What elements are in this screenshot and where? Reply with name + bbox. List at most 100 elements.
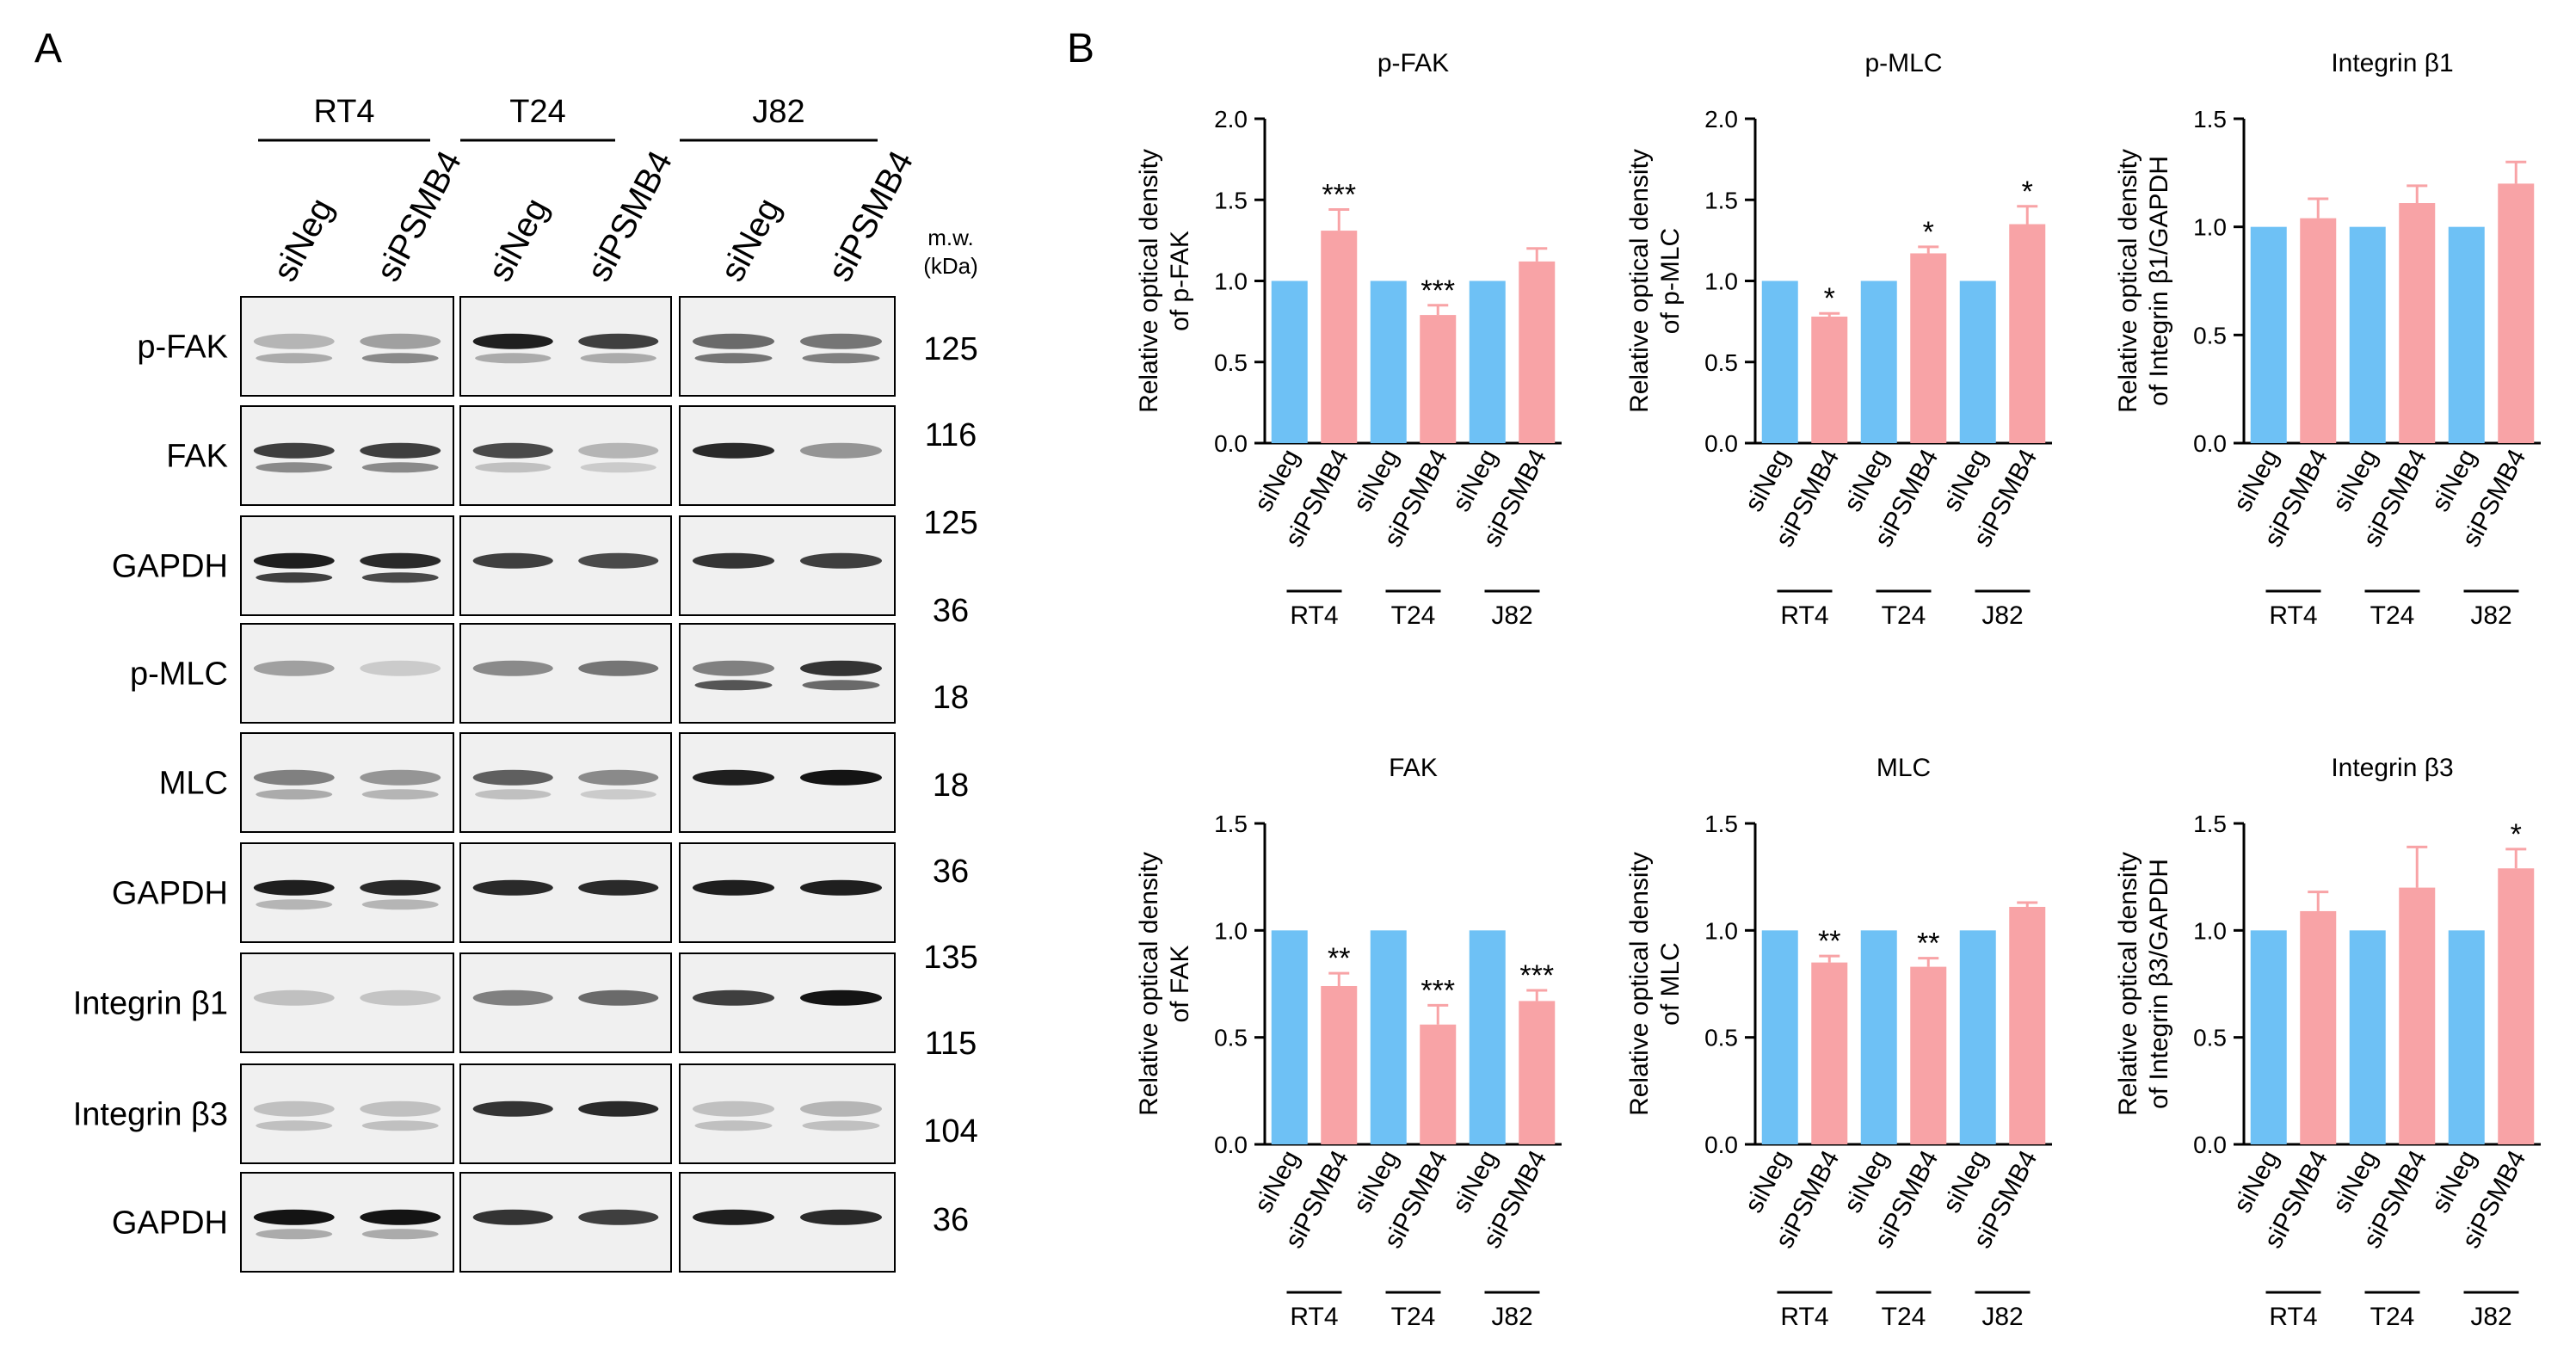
mw-value: 135: [923, 940, 977, 976]
bar: [2498, 868, 2535, 1144]
cell-line-header: J82: [752, 94, 804, 130]
blot-band: [360, 989, 441, 1006]
bar: [1811, 962, 1848, 1144]
bar: [1271, 280, 1308, 443]
group-label: J82: [1981, 1303, 2023, 1331]
lane-label: siNeg: [713, 192, 788, 287]
bar-chart: p-MLC Relative optical density of p-MLC 0.0…: [1625, 49, 2052, 630]
y-tick-label: 1.5: [1704, 811, 1738, 837]
significance-marker: ***: [1420, 274, 1455, 307]
blot-band: [800, 879, 882, 896]
blot-band: [361, 1120, 439, 1131]
blot-row-label: p-MLC: [130, 657, 228, 693]
blot-band: [578, 660, 659, 676]
y-tick-label: 1.5: [2193, 106, 2227, 133]
bar: [1370, 930, 1407, 1144]
group-label: T24: [1391, 601, 1436, 630]
blot-band: [361, 462, 439, 473]
blot-band: [475, 462, 552, 473]
blot-band: [802, 680, 880, 691]
bar: [1959, 280, 1996, 443]
blot-band: [361, 789, 439, 800]
cell-line-header: RT4: [313, 94, 374, 130]
blot-panel: [459, 1063, 672, 1164]
blot-band: [693, 442, 774, 459]
y-tick-label: 0.5: [2193, 322, 2227, 348]
bar: [1469, 930, 1506, 1144]
blot-band: [694, 1120, 773, 1131]
y-tick-label: 0.0: [1214, 1131, 1248, 1158]
y-tick-label: 1.5: [1704, 187, 1738, 213]
group-label: RT4: [2269, 1303, 2317, 1331]
blot-panel: [240, 296, 454, 397]
y-tick-label: 0.0: [1704, 430, 1738, 457]
blot-band: [472, 989, 553, 1006]
bar-chart: Integrin β1 Relative optical density of In…: [2114, 49, 2541, 630]
blot-panel: [459, 842, 672, 943]
blot-band: [472, 660, 553, 676]
chart-title: MLC: [1877, 754, 1931, 782]
blot-band: [360, 769, 441, 786]
mw-value: 18: [933, 680, 969, 716]
bar: [1370, 280, 1407, 443]
significance-marker: ***: [1322, 179, 1356, 212]
group-label: J82: [1491, 1303, 1532, 1331]
blot-band: [472, 1209, 553, 1225]
y-tick-label: 0.5: [1214, 1025, 1248, 1051]
group-label: J82: [1491, 601, 1532, 630]
y-tick-label: 0.5: [1214, 349, 1248, 376]
significance-marker: **: [1328, 942, 1350, 975]
chart-title: Integrin β1: [2331, 49, 2453, 77]
blot-band: [256, 789, 333, 800]
y-tick-label: 1.5: [1214, 811, 1248, 837]
blot-band: [693, 879, 774, 896]
blot-panel: [679, 405, 896, 506]
bar: [2300, 218, 2337, 443]
bar: [2349, 226, 2386, 443]
blot-panel: [459, 952, 672, 1053]
bar-chart: Integrin β3 Relative optical density of In…: [2114, 754, 2541, 1331]
significance-marker: *: [1923, 216, 1934, 249]
blot-band: [472, 333, 553, 349]
mw-value: 36: [933, 854, 969, 890]
blot-band: [253, 1209, 335, 1225]
blot-band: [578, 1209, 659, 1225]
blot-band: [800, 989, 882, 1006]
blot-band: [360, 879, 441, 896]
bar: [2250, 930, 2287, 1144]
mw-header: m.w.: [927, 225, 973, 250]
blot-panel: [240, 515, 454, 616]
lane-label: siPSMB4: [821, 145, 921, 287]
blot-band: [472, 879, 553, 896]
significance-marker: *: [1824, 282, 1835, 315]
significance-marker: ***: [1420, 974, 1455, 1007]
significance-marker: **: [1818, 925, 1840, 958]
blot-band: [693, 333, 774, 349]
bar: [1910, 966, 1947, 1144]
blot-band: [361, 1229, 439, 1240]
blot-band: [360, 333, 441, 349]
blot-band: [578, 442, 659, 459]
blot-row-label: Integrin β3: [73, 1097, 228, 1133]
group-label: T24: [1882, 1303, 1926, 1331]
bar: [1519, 261, 1556, 443]
blot-band: [800, 1209, 882, 1225]
group-label: RT4: [1780, 601, 1828, 630]
blot-band: [256, 1120, 333, 1131]
group-label: T24: [1391, 1303, 1436, 1331]
blot-band: [580, 353, 656, 364]
blot-panel: [679, 952, 896, 1053]
blot-band: [253, 769, 335, 786]
y-tick-label: 1.0: [1214, 268, 1248, 295]
mw-value: 104: [923, 1113, 977, 1150]
y-tick-label: 1.5: [1214, 187, 1248, 213]
group-label: RT4: [1780, 1303, 1828, 1331]
group-label: RT4: [1290, 601, 1338, 630]
blot-band: [361, 572, 439, 583]
blot-band: [360, 442, 441, 459]
y-tick-label: 1.5: [2193, 811, 2227, 837]
blot-band: [253, 1100, 335, 1117]
bar: [2399, 203, 2436, 443]
blot-band: [693, 1209, 774, 1225]
